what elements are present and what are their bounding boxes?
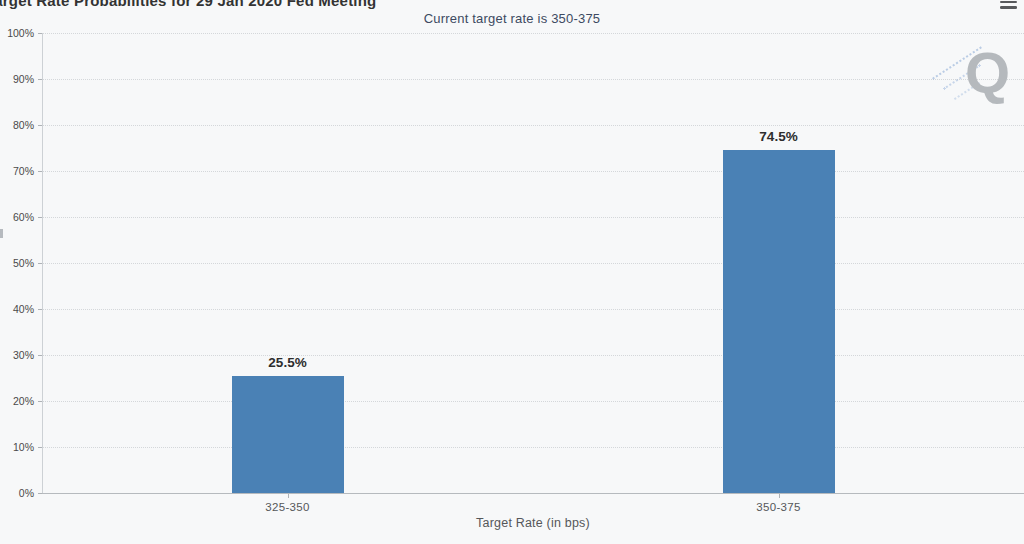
x-tick-mark	[288, 494, 289, 498]
watermark-logo: Q	[926, 40, 1016, 120]
watermark-streak	[954, 82, 980, 100]
x-axis-line	[42, 493, 1024, 494]
watermark-q-letter: Q	[965, 44, 1010, 102]
fedwatch-probability-chart: { "header": { "title": "Target Rate Prob…	[0, 0, 1024, 544]
y-axis-line	[42, 33, 43, 493]
y-tick-label: 40%	[0, 303, 34, 315]
watermark-streak	[932, 46, 982, 79]
gridline	[43, 171, 1024, 172]
y-tick-label: 10%	[0, 441, 34, 453]
gridline	[43, 355, 1024, 356]
y-tick-label: 30%	[0, 349, 34, 361]
x-tick-mark	[779, 494, 780, 498]
y-tick-label: 50%	[0, 257, 34, 269]
y-tick-label: 20%	[0, 395, 34, 407]
gridline	[43, 309, 1024, 310]
gridline	[43, 125, 1024, 126]
bar-value-label: 74.5%	[723, 129, 835, 144]
y-tick-label: 80%	[0, 119, 34, 131]
gridline	[43, 79, 1024, 80]
x-tick-label: 325-350	[218, 501, 358, 513]
y-tick-label: 0%	[0, 487, 34, 499]
y-tick-label: 100%	[0, 27, 34, 39]
gridline	[43, 217, 1024, 218]
x-axis-title: Target Rate (in bps)	[42, 516, 1024, 530]
bar-350-375[interactable]	[723, 150, 835, 493]
bar-325-350[interactable]	[232, 376, 344, 493]
x-tick-label: 350-375	[709, 501, 849, 513]
hamburger-menu-icon[interactable]	[1000, 0, 1017, 9]
chart-subtitle: Current target rate is 350-375	[0, 11, 1024, 26]
gridline	[43, 447, 1024, 448]
hamburger-bar	[1000, 6, 1017, 9]
watermark-streak	[943, 64, 981, 90]
y-tick-label: 90%	[0, 73, 34, 85]
gridline	[43, 401, 1024, 402]
chart-title: Target Rate Probabilities for 29 Jan 202…	[0, 0, 376, 9]
y-tick-label: 60%	[0, 211, 34, 223]
bar-value-label: 25.5%	[232, 355, 344, 370]
gridline	[43, 33, 1024, 34]
hamburger-bar	[1000, 1, 1017, 4]
y-tick-label: 70%	[0, 165, 34, 177]
y-axis-title-fragment	[0, 229, 3, 238]
gridline	[43, 263, 1024, 264]
